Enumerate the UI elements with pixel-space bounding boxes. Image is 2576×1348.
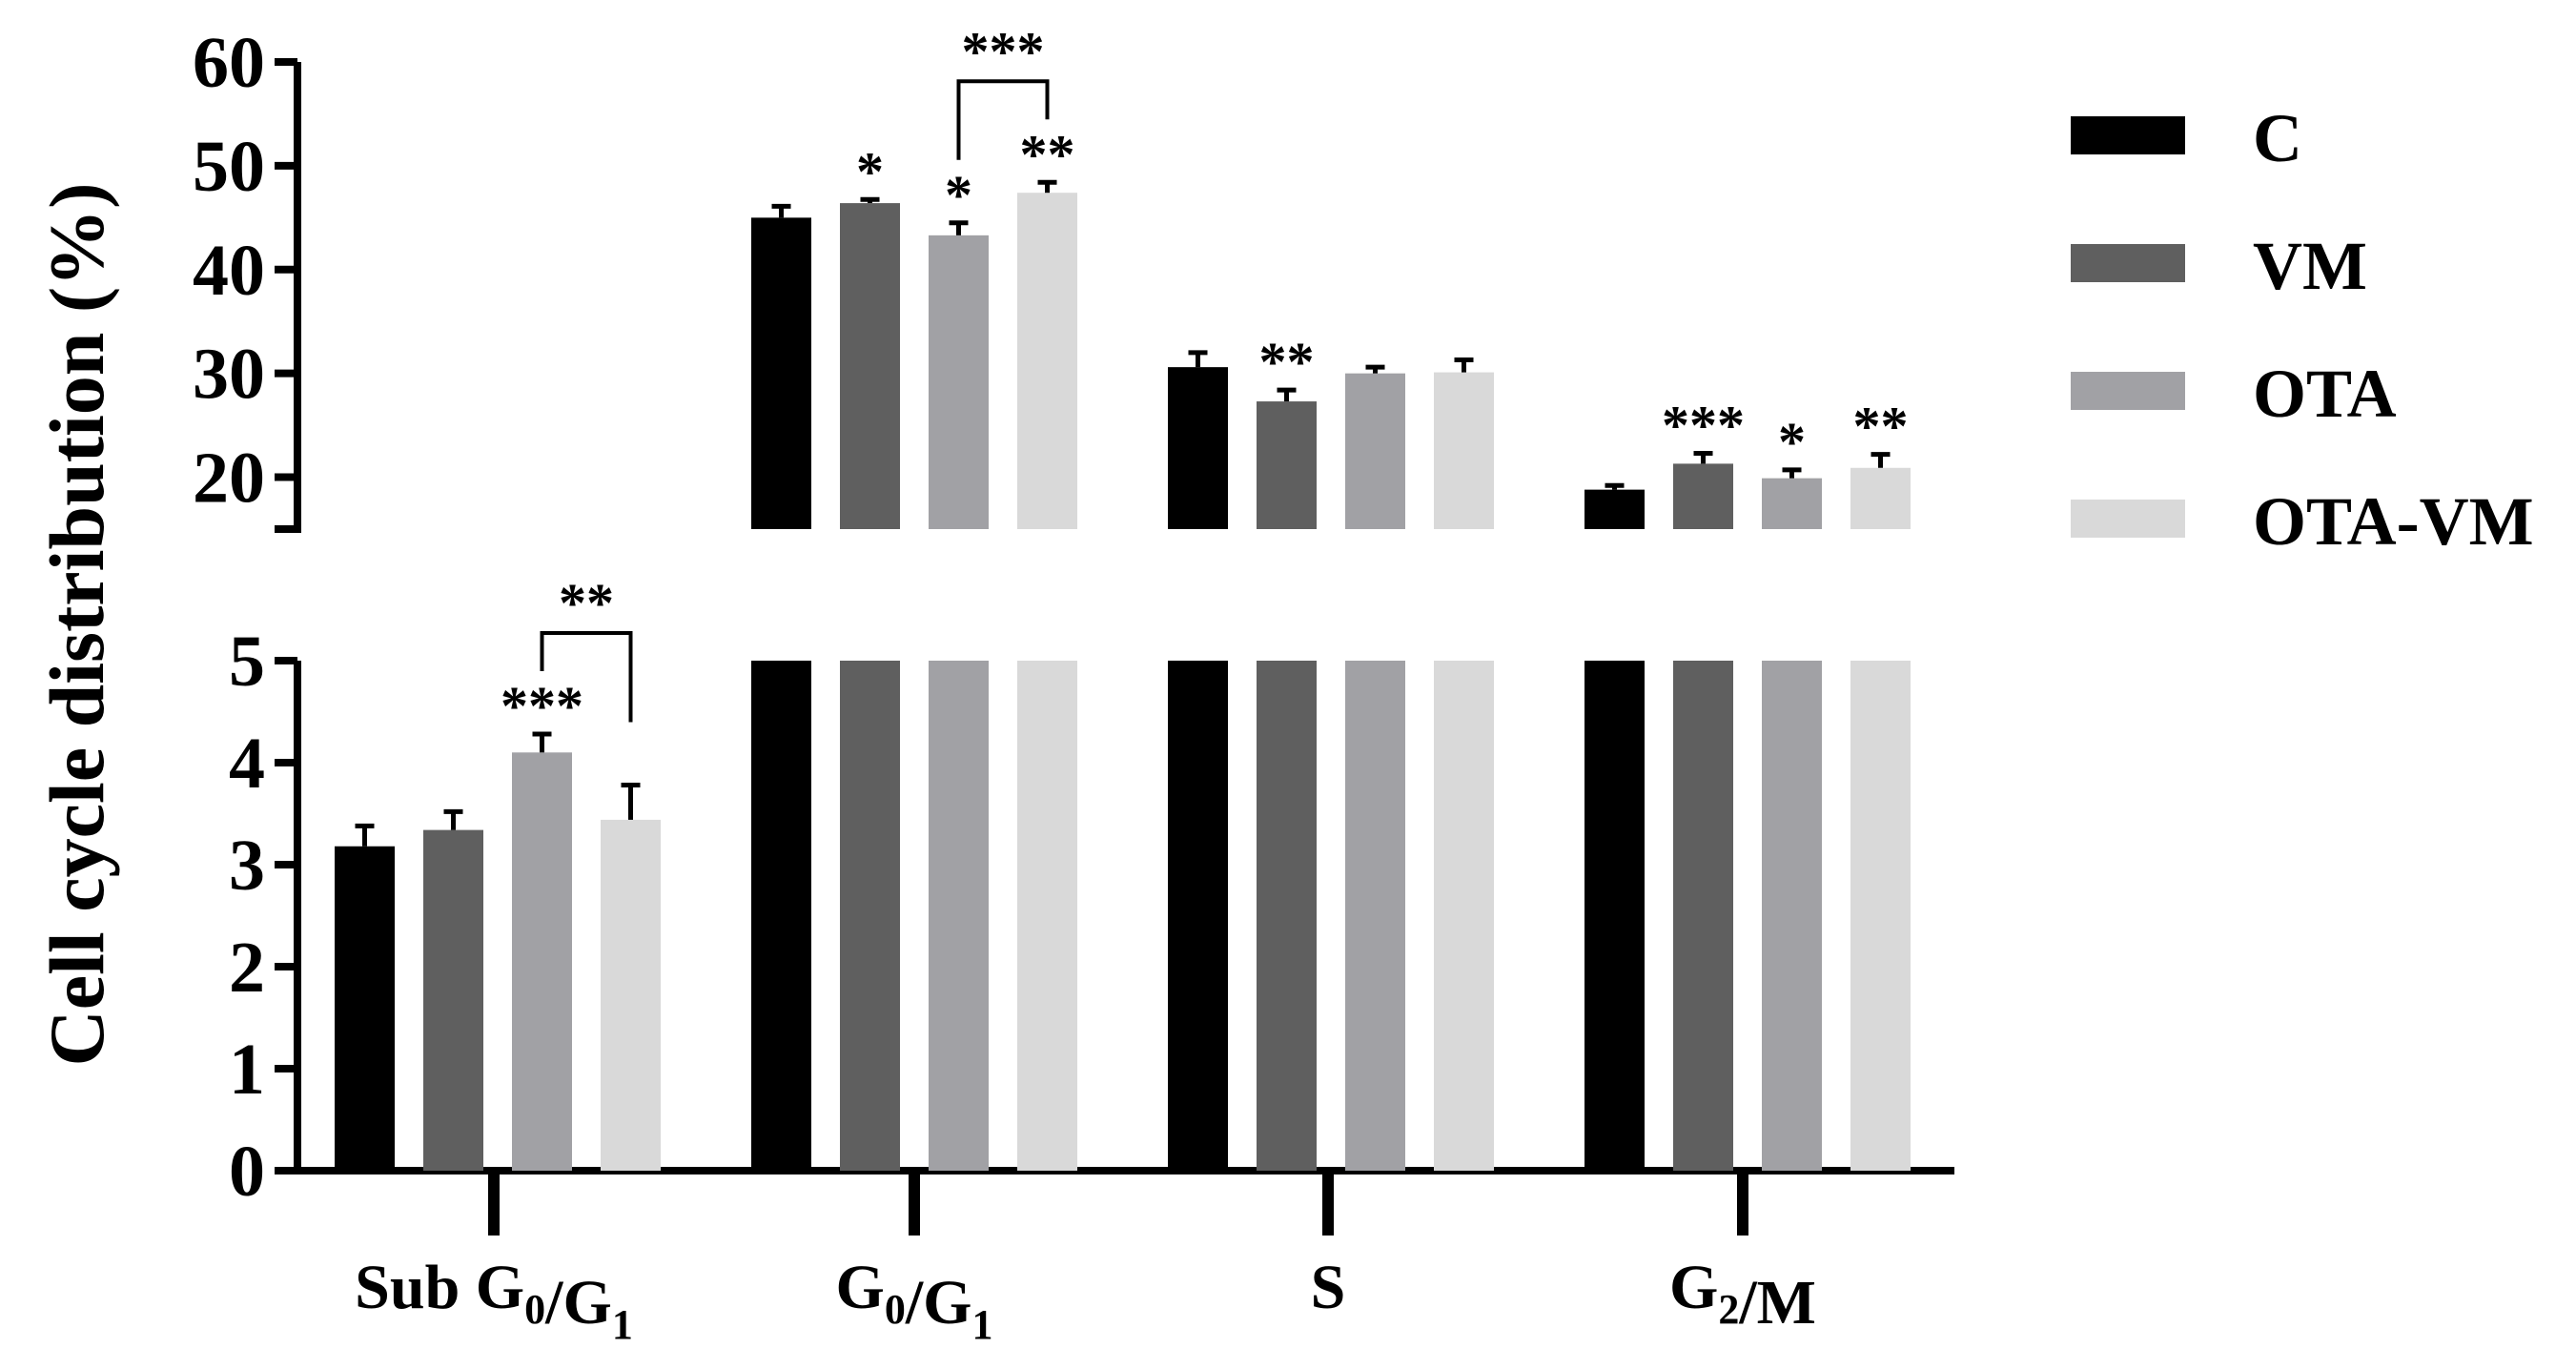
bar-C-lower	[1168, 661, 1228, 1171]
bar-VM-upper	[1673, 463, 1733, 529]
bar-OTA-VM-lower	[1017, 661, 1077, 1171]
bar-C-upper	[751, 217, 811, 530]
significance-label: ***	[501, 675, 583, 737]
bar-OTA-VM-upper	[1434, 372, 1494, 529]
x-category-text: /G	[544, 1268, 612, 1338]
legend-swatch-OTA-VM	[2071, 500, 2185, 538]
bar-C	[335, 846, 395, 1171]
bar-C-lower	[751, 661, 811, 1171]
y-tick-label-lower: 4	[229, 724, 265, 804]
bar-OTA-VM-lower	[1850, 661, 1911, 1171]
bar-VM-upper	[1257, 401, 1317, 529]
significance-label: *	[856, 140, 884, 202]
legend-swatch-VM	[2071, 244, 2185, 282]
x-category-text: /G	[905, 1268, 972, 1338]
bar-OTA-upper	[929, 235, 989, 529]
bar-VM-upper	[840, 203, 900, 530]
y-tick-label-upper: 60	[193, 23, 265, 103]
bar-VM	[423, 829, 483, 1171]
x-category-subscript: 2	[1718, 1286, 1739, 1333]
y-tick-label-upper: 50	[193, 127, 265, 207]
significance-label: *	[945, 164, 972, 226]
y-tick-label-upper: 40	[193, 231, 265, 311]
bar-VM-lower	[840, 661, 900, 1171]
bar-C-upper	[1168, 367, 1228, 529]
plot-area: 0123452030405060********************Sub …	[193, 20, 1954, 1348]
bar-OTA-upper	[1345, 373, 1405, 529]
bar-OTA-VM-upper	[1017, 193, 1077, 529]
bar-OTA-lower	[1762, 661, 1822, 1171]
legend-label-C: C	[2253, 100, 2302, 176]
legend-label-OTA: OTA	[2253, 356, 2397, 432]
significance-label: ***	[1662, 395, 1745, 457]
bar-OTA-VM-upper	[1850, 467, 1911, 529]
x-category-label: G2/M	[1669, 1253, 1816, 1338]
comparison-label: ***	[962, 20, 1045, 82]
bar-C-upper	[1584, 489, 1645, 529]
bar-OTA-lower	[929, 661, 989, 1171]
x-category-label: S	[1311, 1253, 1346, 1322]
x-category-label: Sub G0/G1	[355, 1253, 633, 1348]
x-category-subscript: 0	[524, 1286, 545, 1333]
y-tick-label-upper: 20	[193, 439, 265, 519]
y-tick-label-lower: 5	[229, 622, 265, 702]
y-tick-label-upper: 30	[193, 335, 265, 415]
bar-OTA-VM-lower	[1434, 661, 1494, 1171]
bar-VM-lower	[1673, 661, 1733, 1171]
x-category-text: G	[835, 1253, 884, 1322]
significance-label: **	[1020, 123, 1075, 185]
comparison-bracket	[956, 79, 1050, 160]
bar-OTA-VM	[601, 819, 661, 1171]
bar-OTA-upper	[1762, 478, 1822, 529]
significance-label: *	[1778, 411, 1806, 473]
comparison-bracket	[540, 631, 633, 723]
y-tick-label-lower: 0	[229, 1132, 265, 1212]
y-tick-label-lower: 2	[229, 928, 265, 1008]
x-category-text: Sub G	[355, 1253, 524, 1322]
x-category-subscript: 1	[972, 1301, 993, 1348]
y-tick-label-lower: 1	[229, 1030, 265, 1110]
legend-label-OTA-VM: OTA-VM	[2253, 483, 2534, 560]
x-category-label: G0/G1	[835, 1253, 992, 1348]
comparison-label: **	[559, 572, 614, 634]
legend-swatch-C	[2071, 116, 2185, 154]
significance-label: **	[1853, 396, 1909, 458]
y-axis-label: Cell cycle distribution (%)	[33, 183, 120, 1067]
legend: C VM OTA OTA-VM	[2071, 100, 2534, 560]
x-category-subscript: 0	[885, 1286, 906, 1333]
x-category-text: /M	[1738, 1268, 1816, 1338]
bar-VM-lower	[1257, 661, 1317, 1171]
bar-OTA-lower	[1345, 661, 1405, 1171]
legend-label-VM: VM	[2253, 228, 2367, 304]
x-category-text: S	[1311, 1253, 1346, 1322]
significance-label: **	[1259, 331, 1315, 393]
legend-swatch-OTA	[2071, 372, 2185, 410]
bar-C-lower	[1584, 661, 1645, 1171]
x-category-text: G	[1669, 1253, 1718, 1322]
x-category-subscript: 1	[612, 1301, 633, 1348]
bar-OTA	[512, 752, 572, 1171]
y-tick-label-lower: 3	[229, 826, 265, 906]
